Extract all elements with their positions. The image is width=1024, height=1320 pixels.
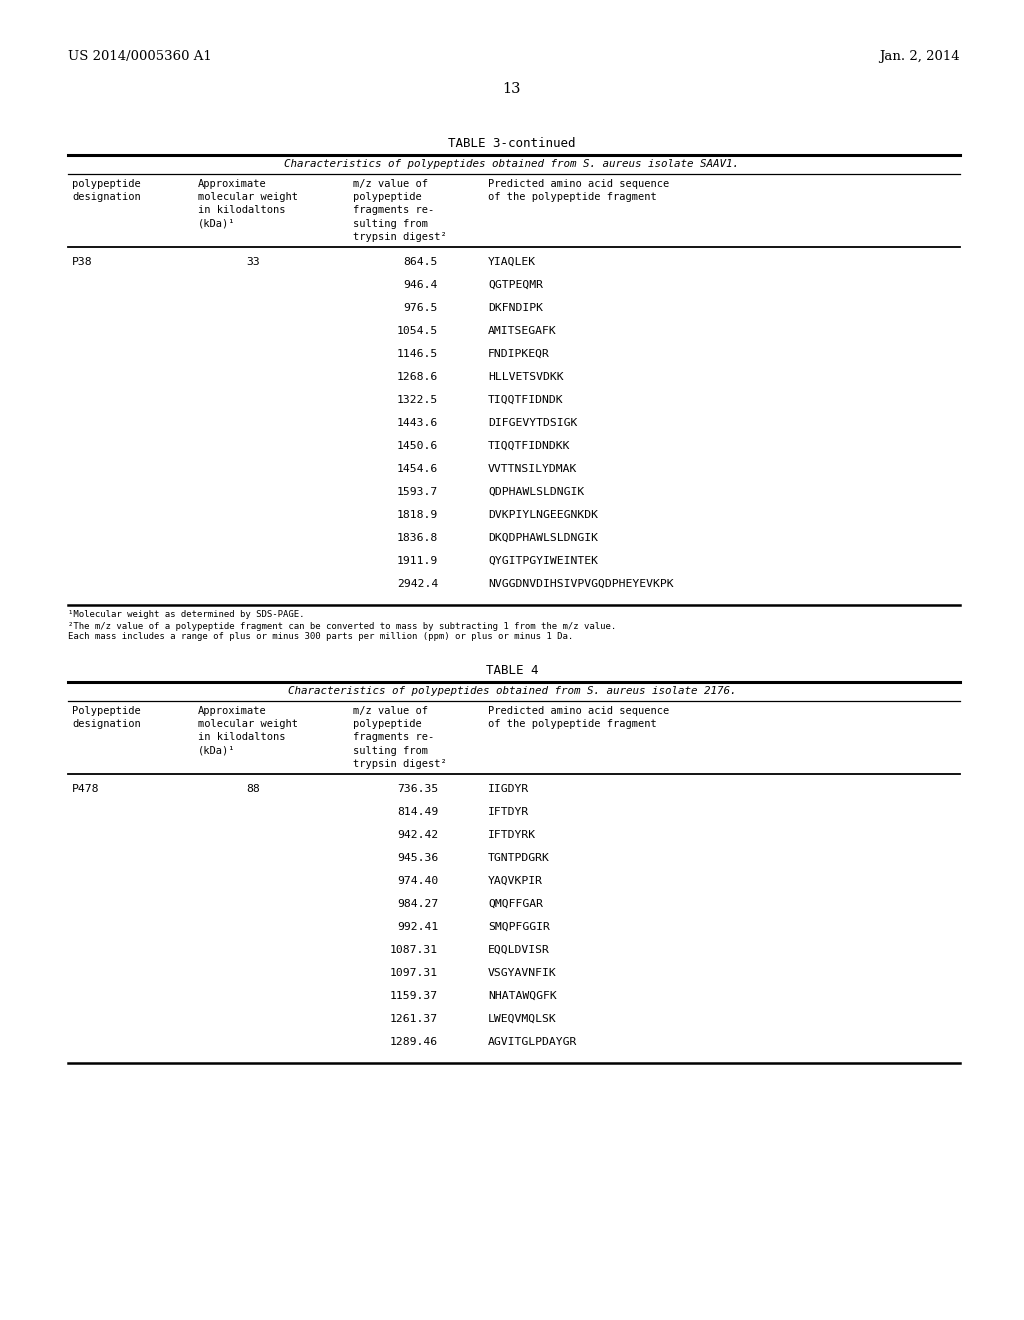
Text: 88: 88 (246, 784, 260, 795)
Text: EQQLDVISR: EQQLDVISR (488, 945, 550, 954)
Text: 945.36: 945.36 (396, 853, 438, 863)
Text: DKQDPHAWLSLDNGIK: DKQDPHAWLSLDNGIK (488, 533, 598, 543)
Text: Approximate
molecular weight
in kilodaltons
(kDa)¹: Approximate molecular weight in kilodalt… (198, 180, 298, 228)
Text: DIFGEVYTDSIGK: DIFGEVYTDSIGK (488, 418, 578, 428)
Text: 1593.7: 1593.7 (396, 487, 438, 498)
Text: QYGITPGYIWEINTEK: QYGITPGYIWEINTEK (488, 556, 598, 566)
Text: Predicted amino acid sequence
of the polypeptide fragment: Predicted amino acid sequence of the pol… (488, 180, 670, 202)
Text: HLLVETSVDKK: HLLVETSVDKK (488, 372, 563, 381)
Text: LWEQVMQLSK: LWEQVMQLSK (488, 1014, 557, 1024)
Text: 1911.9: 1911.9 (396, 556, 438, 566)
Text: IIGDYR: IIGDYR (488, 784, 529, 795)
Text: 736.35: 736.35 (396, 784, 438, 795)
Text: US 2014/0005360 A1: US 2014/0005360 A1 (68, 50, 212, 63)
Text: 1261.37: 1261.37 (390, 1014, 438, 1024)
Text: 1322.5: 1322.5 (396, 395, 438, 405)
Text: P38: P38 (72, 257, 92, 267)
Text: TIQQTFIDNDK: TIQQTFIDNDK (488, 395, 563, 405)
Text: 946.4: 946.4 (403, 280, 438, 290)
Text: QMQFFGAR: QMQFFGAR (488, 899, 543, 909)
Text: 974.40: 974.40 (396, 876, 438, 886)
Text: polypeptide
designation: polypeptide designation (72, 180, 140, 202)
Text: m/z value of
polypeptide
fragments re-
sulting from
trypsin digest²: m/z value of polypeptide fragments re- s… (353, 180, 446, 242)
Text: m/z value of
polypeptide
fragments re-
sulting from
trypsin digest²: m/z value of polypeptide fragments re- s… (353, 706, 446, 768)
Text: QDPHAWLSLDNGIK: QDPHAWLSLDNGIK (488, 487, 585, 498)
Text: IFTDYRK: IFTDYRK (488, 830, 537, 840)
Text: 1289.46: 1289.46 (390, 1038, 438, 1047)
Text: 976.5: 976.5 (403, 304, 438, 313)
Text: TGNTPDGRK: TGNTPDGRK (488, 853, 550, 863)
Text: VVTTNSILYDMAK: VVTTNSILYDMAK (488, 465, 578, 474)
Text: 1146.5: 1146.5 (396, 348, 438, 359)
Text: QGTPEQMR: QGTPEQMR (488, 280, 543, 290)
Text: SMQPFGGIR: SMQPFGGIR (488, 921, 550, 932)
Text: AMITSEGAFK: AMITSEGAFK (488, 326, 557, 337)
Text: 1268.6: 1268.6 (396, 372, 438, 381)
Text: ¹Molecular weight as determined by SDS-PAGE.: ¹Molecular weight as determined by SDS-P… (68, 610, 304, 619)
Text: 1836.8: 1836.8 (396, 533, 438, 543)
Text: 1454.6: 1454.6 (396, 465, 438, 474)
Text: 1443.6: 1443.6 (396, 418, 438, 428)
Text: 1450.6: 1450.6 (396, 441, 438, 451)
Text: Characteristics of polypeptides obtained from S. aureus isolate SAAV1.: Characteristics of polypeptides obtained… (285, 158, 739, 169)
Text: AGVITGLPDAYGR: AGVITGLPDAYGR (488, 1038, 578, 1047)
Text: 2942.4: 2942.4 (396, 579, 438, 589)
Text: 1087.31: 1087.31 (390, 945, 438, 954)
Text: Jan. 2, 2014: Jan. 2, 2014 (880, 50, 961, 63)
Text: TABLE 3-continued: TABLE 3-continued (449, 137, 575, 150)
Text: 814.49: 814.49 (396, 807, 438, 817)
Text: 942.42: 942.42 (396, 830, 438, 840)
Text: 984.27: 984.27 (396, 899, 438, 909)
Text: 864.5: 864.5 (403, 257, 438, 267)
Text: Characteristics of polypeptides obtained from S. aureus isolate 2176.: Characteristics of polypeptides obtained… (288, 686, 736, 696)
Text: Approximate
molecular weight
in kilodaltons
(kDa)¹: Approximate molecular weight in kilodalt… (198, 706, 298, 755)
Text: 1159.37: 1159.37 (390, 991, 438, 1001)
Text: YAQVKPIR: YAQVKPIR (488, 876, 543, 886)
Text: 992.41: 992.41 (396, 921, 438, 932)
Text: IFTDYR: IFTDYR (488, 807, 529, 817)
Text: DVKPIYLNGEEGNKDK: DVKPIYLNGEEGNKDK (488, 510, 598, 520)
Text: YIAQLEK: YIAQLEK (488, 257, 537, 267)
Text: P478: P478 (72, 784, 99, 795)
Text: DKFNDIPK: DKFNDIPK (488, 304, 543, 313)
Text: TIQQTFIDNDKK: TIQQTFIDNDKK (488, 441, 570, 451)
Text: ²The m/z value of a polypeptide fragment can be converted to mass by subtracting: ²The m/z value of a polypeptide fragment… (68, 622, 616, 642)
Text: 33: 33 (246, 257, 260, 267)
Text: TABLE 4: TABLE 4 (485, 664, 539, 677)
Text: 1097.31: 1097.31 (390, 968, 438, 978)
Text: 1818.9: 1818.9 (396, 510, 438, 520)
Text: Predicted amino acid sequence
of the polypeptide fragment: Predicted amino acid sequence of the pol… (488, 706, 670, 729)
Text: FNDIPKEQR: FNDIPKEQR (488, 348, 550, 359)
Text: Polypeptide
designation: Polypeptide designation (72, 706, 140, 729)
Text: 13: 13 (503, 82, 521, 96)
Text: VSGYAVNFIK: VSGYAVNFIK (488, 968, 557, 978)
Text: 1054.5: 1054.5 (396, 326, 438, 337)
Text: NVGGDNVDIHSIVPVGQDPHEYEVKPK: NVGGDNVDIHSIVPVGQDPHEYEVKPK (488, 579, 674, 589)
Text: NHATAWQGFK: NHATAWQGFK (488, 991, 557, 1001)
